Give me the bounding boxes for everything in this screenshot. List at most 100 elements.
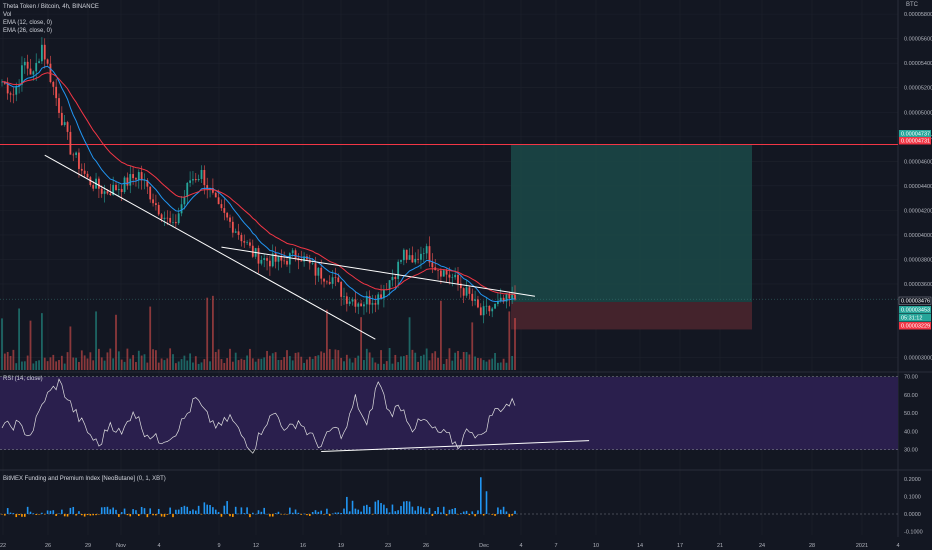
volume-bar bbox=[311, 358, 314, 370]
funding-bar bbox=[4, 514, 6, 516]
volume-bar bbox=[420, 355, 422, 370]
x-tick-label: 12 bbox=[253, 543, 259, 549]
volume-bar bbox=[357, 355, 360, 370]
volume-bar bbox=[223, 362, 226, 370]
volume-bar bbox=[115, 314, 117, 370]
funding-bar bbox=[363, 505, 365, 514]
candle-body bbox=[425, 246, 428, 254]
volume-bar bbox=[229, 348, 231, 370]
rsi-tick-label: 50.00 bbox=[904, 411, 918, 417]
funding-bar bbox=[311, 512, 314, 514]
volume-bar bbox=[326, 309, 328, 370]
volume-bar bbox=[135, 362, 137, 370]
price-tag bbox=[898, 296, 932, 305]
price-tag bbox=[899, 314, 931, 322]
volume-bar bbox=[408, 317, 411, 370]
volume-bar bbox=[477, 357, 479, 370]
candle-body bbox=[274, 253, 277, 262]
funding-bar bbox=[309, 514, 311, 516]
funding-bar bbox=[200, 514, 203, 515]
candle-body bbox=[380, 294, 382, 299]
funding-bar bbox=[72, 506, 75, 514]
candle-body bbox=[374, 303, 377, 305]
funding-bar bbox=[260, 511, 263, 514]
candle-body bbox=[43, 44, 46, 60]
funding-bar bbox=[274, 513, 277, 514]
funding-tick-label: 0.0000 bbox=[904, 512, 921, 518]
candle-body bbox=[223, 208, 226, 213]
volume-bar bbox=[234, 352, 237, 370]
candle-body bbox=[109, 193, 112, 196]
funding-bar bbox=[63, 514, 66, 517]
candlesticks bbox=[1, 37, 516, 324]
funding-legend: BitMEX Funding and Premium Index [NeoBut… bbox=[3, 475, 166, 483]
volume-bar bbox=[374, 362, 377, 370]
candle-body bbox=[257, 248, 260, 264]
x-tick-label: 23 bbox=[385, 543, 391, 549]
volume-bar bbox=[75, 357, 77, 370]
funding-bar bbox=[103, 507, 106, 514]
rsi-title: RSI (14, close) bbox=[3, 376, 43, 382]
ema12-line bbox=[1, 65, 516, 302]
y-tick-label: 0.00003800 bbox=[904, 257, 932, 263]
candle-body bbox=[328, 281, 331, 284]
volume-bar bbox=[86, 358, 89, 370]
position-zones bbox=[0, 144, 898, 330]
funding-bar bbox=[249, 514, 251, 518]
volume-bar bbox=[72, 357, 75, 370]
price-tag bbox=[899, 137, 931, 145]
volume-bar bbox=[109, 348, 112, 370]
volume-bar bbox=[457, 350, 459, 370]
x-tick-label: 10 bbox=[593, 543, 599, 549]
funding-bar bbox=[229, 514, 231, 517]
candle-body bbox=[160, 214, 163, 220]
funding-bar bbox=[183, 505, 186, 514]
volume-bar bbox=[351, 362, 354, 370]
funding-bar bbox=[502, 506, 505, 514]
funding-bar bbox=[92, 514, 94, 516]
candle-body bbox=[442, 270, 445, 277]
y-tick-label: 0.00005000 bbox=[904, 110, 932, 116]
funding-bar bbox=[135, 510, 137, 514]
candle-body bbox=[283, 260, 286, 262]
volume-bar bbox=[482, 360, 485, 370]
candle-body bbox=[508, 294, 511, 299]
candle-body bbox=[166, 217, 169, 219]
x-tick-label: 2021 bbox=[856, 543, 868, 549]
volume-bar bbox=[100, 357, 103, 370]
trendline-1 bbox=[44, 154, 376, 340]
candle-body bbox=[12, 94, 15, 96]
volume-bar bbox=[21, 361, 23, 370]
trendlines bbox=[44, 154, 536, 340]
funding-bar bbox=[494, 514, 496, 516]
funding-bar bbox=[320, 510, 322, 514]
candle-body bbox=[440, 270, 442, 277]
trendline-2 bbox=[221, 246, 536, 297]
candle-body bbox=[277, 255, 280, 262]
candle-body bbox=[459, 283, 462, 289]
rsi-tick-label: 70.00 bbox=[904, 375, 918, 381]
candle-body bbox=[345, 296, 348, 304]
volume-bar bbox=[345, 354, 348, 370]
funding-bar bbox=[294, 509, 297, 514]
funding-bar bbox=[232, 514, 234, 517]
volume-bar bbox=[60, 355, 63, 370]
candle-body bbox=[234, 231, 237, 233]
x-tick-label: 19 bbox=[338, 543, 344, 549]
funding-bar bbox=[348, 511, 351, 514]
candle-body bbox=[192, 179, 194, 181]
volume-bar bbox=[183, 355, 186, 370]
funding-bar bbox=[89, 514, 92, 516]
price-tag-label: 0.00004737 bbox=[901, 132, 930, 138]
x-tick-label: 21 bbox=[717, 543, 723, 549]
candle-body bbox=[454, 274, 457, 278]
funding-bar bbox=[195, 510, 197, 514]
candle-body bbox=[300, 260, 303, 262]
candle-body bbox=[408, 255, 411, 260]
funding-bar bbox=[437, 507, 439, 514]
candle-body bbox=[21, 65, 23, 85]
funding-bar bbox=[400, 506, 402, 514]
volume-bar bbox=[52, 354, 55, 370]
volume-bar bbox=[149, 306, 152, 370]
